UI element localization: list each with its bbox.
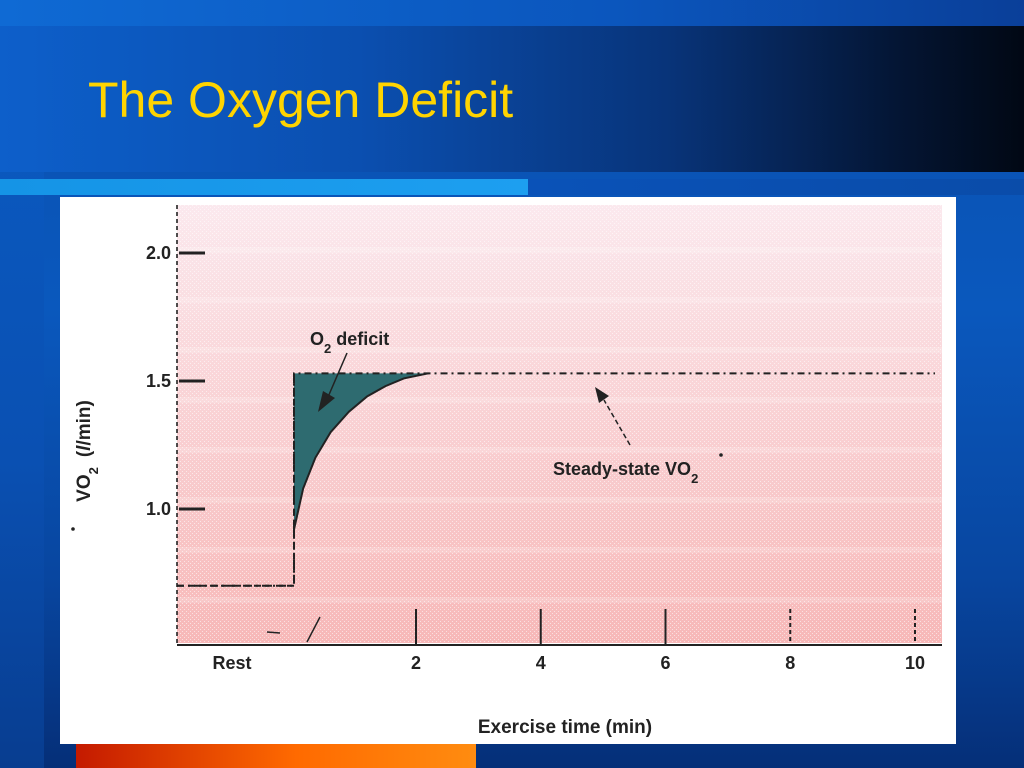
bottom-accent-bar [76, 744, 476, 768]
steady-state-dot-mark [719, 453, 723, 457]
plot-band [177, 447, 942, 453]
o2-deficit-label: O2 deficit [310, 329, 389, 356]
chart-panel: 1.0 1.5 2.0 2 4 6 8 10 Rest Exercise time (min) VO… [60, 197, 956, 744]
plot-band [177, 397, 942, 403]
oxygen-deficit-chart: 1.0 1.5 2.0 2 4 6 8 10 Rest Exercise time (min) VO… [71, 205, 942, 738]
y-tick-label: 1.5 [146, 371, 171, 391]
y-axis-title-text: VO2(l/min) [74, 400, 101, 502]
o2-deficit-arrowhead [318, 391, 335, 412]
plot-band [177, 297, 942, 303]
y-tick-label: 1.0 [146, 499, 171, 519]
x-tick-label: 4 [536, 653, 546, 673]
y-tick-label: 2.0 [146, 243, 171, 263]
accent-bar-dark [528, 179, 1024, 195]
plot-band [177, 497, 942, 503]
title-band [0, 26, 1024, 172]
slide-title: The Oxygen Deficit [88, 72, 514, 128]
steady-state-arrowhead [595, 387, 609, 403]
y-axis-title: VO2(l/min) [71, 400, 101, 531]
accent-bar [0, 179, 528, 195]
x-axis-title: Exercise time (min) [478, 717, 652, 738]
x-tick-label: 8 [785, 653, 795, 673]
x-tick-label: 2 [411, 653, 421, 673]
plot-texture [177, 205, 942, 643]
steady-state-leader [603, 399, 631, 446]
x-rest-label: Rest [212, 653, 251, 673]
o2-deficit-leader [327, 352, 348, 398]
oxygen-deficit-area [294, 373, 429, 530]
steady-state-label: Steady-state VO2 [553, 459, 698, 486]
plot-band [177, 247, 942, 253]
vo2-actual-curve [293, 372, 429, 530]
plot-band [177, 547, 942, 553]
vo2-dot-mark [71, 527, 75, 531]
x-tick-label: 10 [905, 653, 925, 673]
plot-band [177, 347, 942, 353]
axis-break-mark [266, 631, 281, 634]
rest-vo2-line [177, 373, 295, 587]
plot-band [177, 597, 942, 603]
slide-top-strip [0, 0, 1024, 26]
x-tick-label: 6 [660, 653, 670, 673]
axis-break-mark [306, 616, 321, 643]
